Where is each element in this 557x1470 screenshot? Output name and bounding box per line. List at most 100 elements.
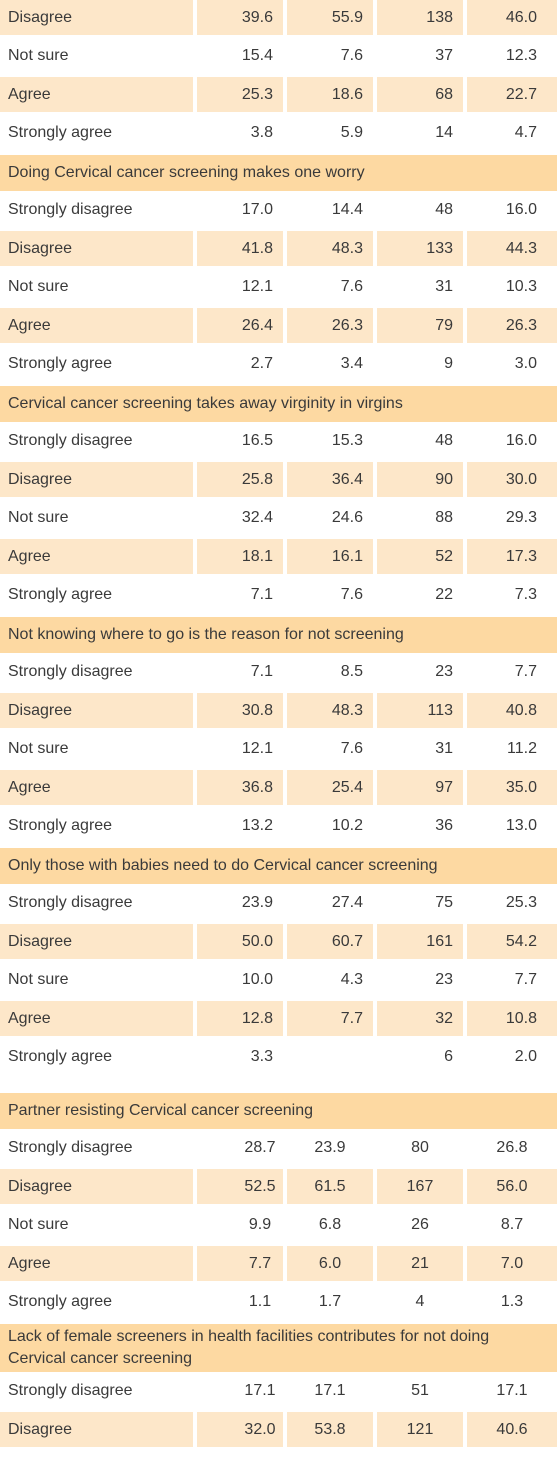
value-cell: 50.0 bbox=[197, 924, 283, 959]
value-cell: 79 bbox=[377, 308, 463, 344]
value-cell: 61.5 bbox=[287, 1169, 373, 1204]
table-row: Disagree 32.0 53.8 121 40.6 bbox=[0, 1412, 557, 1447]
value-cell: 17.3 bbox=[467, 539, 557, 575]
value-cell: 23.9 bbox=[314, 1138, 346, 1156]
row-label: Strongly disagree bbox=[8, 431, 133, 449]
value-cell: 2.0 bbox=[514, 1048, 537, 1066]
section-header-row: Not knowing where to go is the reason fo… bbox=[0, 617, 557, 654]
section-header-row: Only those with babies need to do Cervic… bbox=[0, 848, 557, 885]
value-cell: 46.0 bbox=[467, 0, 557, 35]
value-cell: 3.3 bbox=[250, 1048, 273, 1066]
value-cell: 22.7 bbox=[467, 77, 557, 113]
row-label: Strongly disagree bbox=[8, 200, 133, 218]
value-cell: 7.6 bbox=[340, 278, 363, 296]
value-cell: 9 bbox=[444, 355, 453, 373]
row-label: Not sure bbox=[8, 278, 69, 296]
row-label: Disagree bbox=[0, 1412, 193, 1447]
row-label: Strongly disagree bbox=[8, 662, 133, 680]
row-label: Agree bbox=[0, 539, 193, 575]
table-row: Not sure 12.1 7.6 31 11.2 bbox=[0, 732, 557, 767]
row-label: Not sure bbox=[8, 47, 69, 65]
value-cell: 30.0 bbox=[467, 462, 557, 497]
value-cell: 28.7 bbox=[244, 1138, 276, 1156]
value-cell: 7.7 bbox=[514, 662, 537, 680]
value-cell: 9.9 bbox=[248, 1216, 272, 1234]
value-cell: 16.1 bbox=[287, 539, 373, 575]
value-cell: 6 bbox=[444, 1048, 453, 1066]
value-cell: 23.9 bbox=[241, 893, 273, 911]
row-label: Disagree bbox=[0, 0, 193, 35]
value-cell: 3.8 bbox=[250, 124, 273, 142]
value-cell: 7.7 bbox=[514, 971, 537, 989]
row-label: Agree bbox=[0, 308, 193, 344]
value-cell: 56.0 bbox=[467, 1169, 557, 1204]
table-row: Agree 36.8 25.4 97 35.0 bbox=[0, 770, 557, 806]
value-cell: 31 bbox=[435, 278, 453, 296]
value-cell: 25.8 bbox=[197, 462, 283, 497]
table-row: Agree 26.4 26.3 79 26.3 bbox=[0, 308, 557, 344]
value-cell: 167 bbox=[377, 1169, 463, 1204]
row-label: Disagree bbox=[0, 1169, 193, 1204]
value-cell: 53.8 bbox=[287, 1412, 373, 1447]
table-row: Disagree 25.8 36.4 90 30.0 bbox=[0, 462, 557, 497]
row-label: Strongly disagree bbox=[8, 1138, 133, 1156]
value-cell: 51 bbox=[411, 1381, 429, 1399]
value-cell: 32.0 bbox=[197, 1412, 283, 1447]
value-cell: 10.2 bbox=[331, 817, 363, 835]
row-label: Disagree bbox=[0, 693, 193, 728]
value-cell: 13.2 bbox=[241, 817, 273, 835]
value-cell: 21 bbox=[377, 1246, 463, 1282]
value-cell: 48.3 bbox=[287, 693, 373, 728]
value-cell: 48 bbox=[435, 431, 453, 449]
table-row: Disagree 39.6 55.9 138 46.0 bbox=[0, 0, 557, 35]
value-cell: 60.7 bbox=[287, 924, 373, 959]
value-cell: 10.8 bbox=[467, 1001, 557, 1037]
row-label: Disagree bbox=[0, 231, 193, 266]
value-cell: 23 bbox=[435, 971, 453, 989]
row-label: Strongly agree bbox=[8, 1048, 113, 1066]
value-cell: 17.1 bbox=[496, 1381, 528, 1399]
value-cell: 8.5 bbox=[340, 662, 363, 680]
value-cell: 7.1 bbox=[250, 586, 273, 604]
value-cell: 7.6 bbox=[340, 47, 363, 65]
table-row: Not sure 15.4 7.6 37 12.3 bbox=[0, 39, 557, 74]
row-label: Strongly agree bbox=[8, 355, 113, 373]
value-cell: 18.1 bbox=[197, 539, 283, 575]
value-cell: 16.5 bbox=[241, 431, 273, 449]
value-cell: 15.4 bbox=[241, 47, 273, 65]
table-row: Strongly agree 13.2 10.2 36 13.0 bbox=[0, 809, 557, 844]
value-cell: 90 bbox=[377, 462, 463, 497]
value-cell: 68 bbox=[377, 77, 463, 113]
section-header-row: Lack of female screeners in health facil… bbox=[0, 1324, 557, 1373]
value-cell: 88 bbox=[435, 509, 453, 527]
table-row: Strongly agree 3.3 6 2.0 bbox=[0, 1040, 557, 1075]
row-label: Agree bbox=[0, 1001, 193, 1037]
value-cell: 26.4 bbox=[197, 308, 283, 344]
value-cell: 4.3 bbox=[340, 971, 363, 989]
value-cell: 26 bbox=[411, 1216, 429, 1234]
value-cell: 30.8 bbox=[197, 693, 283, 728]
value-cell: 17.1 bbox=[314, 1381, 346, 1399]
value-cell: 10.3 bbox=[505, 278, 537, 296]
value-cell: 36.4 bbox=[287, 462, 373, 497]
section-header: Cervical cancer screening takes away vir… bbox=[0, 386, 557, 423]
value-cell: 6.0 bbox=[287, 1246, 373, 1282]
value-cell: 26.8 bbox=[496, 1138, 528, 1156]
table-row: Strongly disagree 17.1 17.1 51 17.1 bbox=[0, 1373, 557, 1408]
value-cell: 36.8 bbox=[197, 770, 283, 806]
table-row: Strongly agree 7.1 7.6 22 7.3 bbox=[0, 578, 557, 613]
value-cell: 16.0 bbox=[505, 431, 537, 449]
table-row: Agree 7.7 6.0 21 7.0 bbox=[0, 1246, 557, 1282]
row-label: Agree bbox=[0, 77, 193, 113]
value-cell: 37 bbox=[435, 47, 453, 65]
value-cell: 32.4 bbox=[241, 509, 273, 527]
table-row: Disagree 52.5 61.5 167 56.0 bbox=[0, 1169, 557, 1204]
table-row: Disagree 30.8 48.3 113 40.8 bbox=[0, 693, 557, 728]
section-header: Partner resisting Cervical cancer screen… bbox=[0, 1093, 557, 1130]
section-header: Not knowing where to go is the reason fo… bbox=[0, 617, 557, 654]
value-cell: 13.0 bbox=[505, 817, 537, 835]
value-cell: 97 bbox=[377, 770, 463, 806]
value-cell: 7.0 bbox=[467, 1246, 557, 1282]
value-cell: 80 bbox=[411, 1138, 429, 1156]
value-cell: 44.3 bbox=[467, 231, 557, 266]
